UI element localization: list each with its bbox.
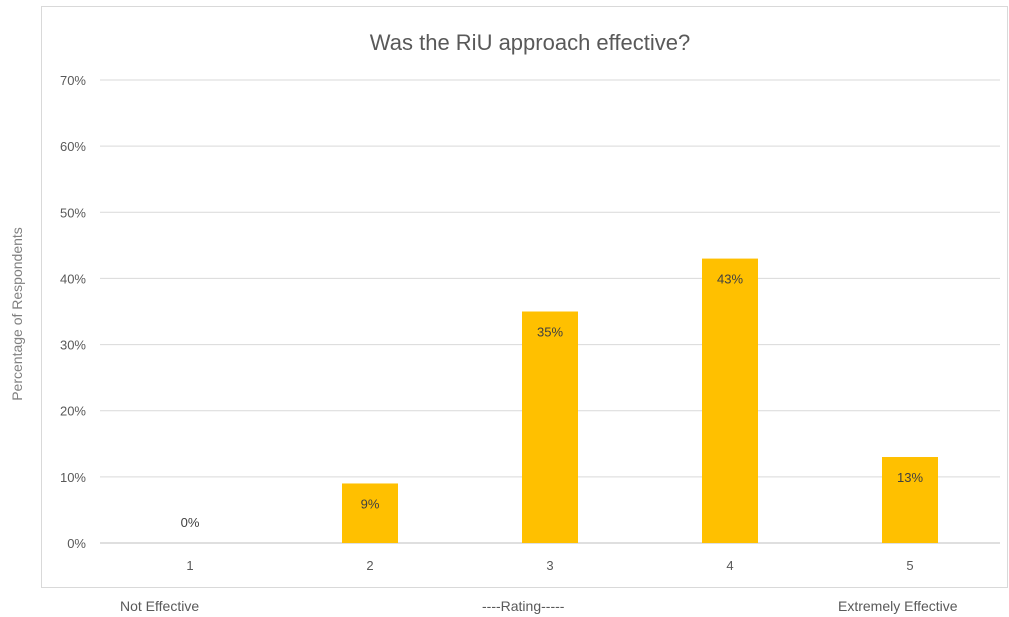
y-tick-label: 70% bbox=[60, 73, 86, 88]
y-tick-label: 60% bbox=[60, 139, 86, 154]
x-tick-label: 3 bbox=[546, 558, 553, 573]
data-label: 9% bbox=[361, 496, 380, 511]
bar bbox=[522, 311, 578, 543]
y-tick-label: 50% bbox=[60, 205, 86, 220]
y-tick-label: 40% bbox=[60, 271, 86, 286]
x-axis-title: ----Rating----- bbox=[482, 598, 565, 614]
x-tick-label: 1 bbox=[186, 558, 193, 573]
data-label: 13% bbox=[897, 470, 923, 485]
bar bbox=[342, 483, 398, 543]
x-caption-right: Extremely Effective bbox=[838, 598, 958, 614]
y-tick-label: 30% bbox=[60, 338, 86, 353]
chart-title: Was the RiU approach effective? bbox=[370, 30, 690, 55]
bar bbox=[702, 258, 758, 543]
y-tick-label: 0% bbox=[67, 536, 86, 551]
x-tick-label: 2 bbox=[366, 558, 373, 573]
x-caption-left: Not Effective bbox=[120, 598, 200, 614]
data-label: 43% bbox=[717, 272, 743, 287]
x-tick-label: 4 bbox=[726, 558, 733, 573]
data-label: 0% bbox=[181, 515, 200, 530]
data-label: 35% bbox=[537, 325, 563, 340]
y-tick-label: 10% bbox=[60, 470, 86, 485]
x-tick-label: 5 bbox=[906, 558, 913, 573]
bar bbox=[882, 457, 938, 543]
y-tick-label: 20% bbox=[60, 404, 86, 419]
y-axis-title: Percentage of Respondents bbox=[9, 227, 25, 401]
